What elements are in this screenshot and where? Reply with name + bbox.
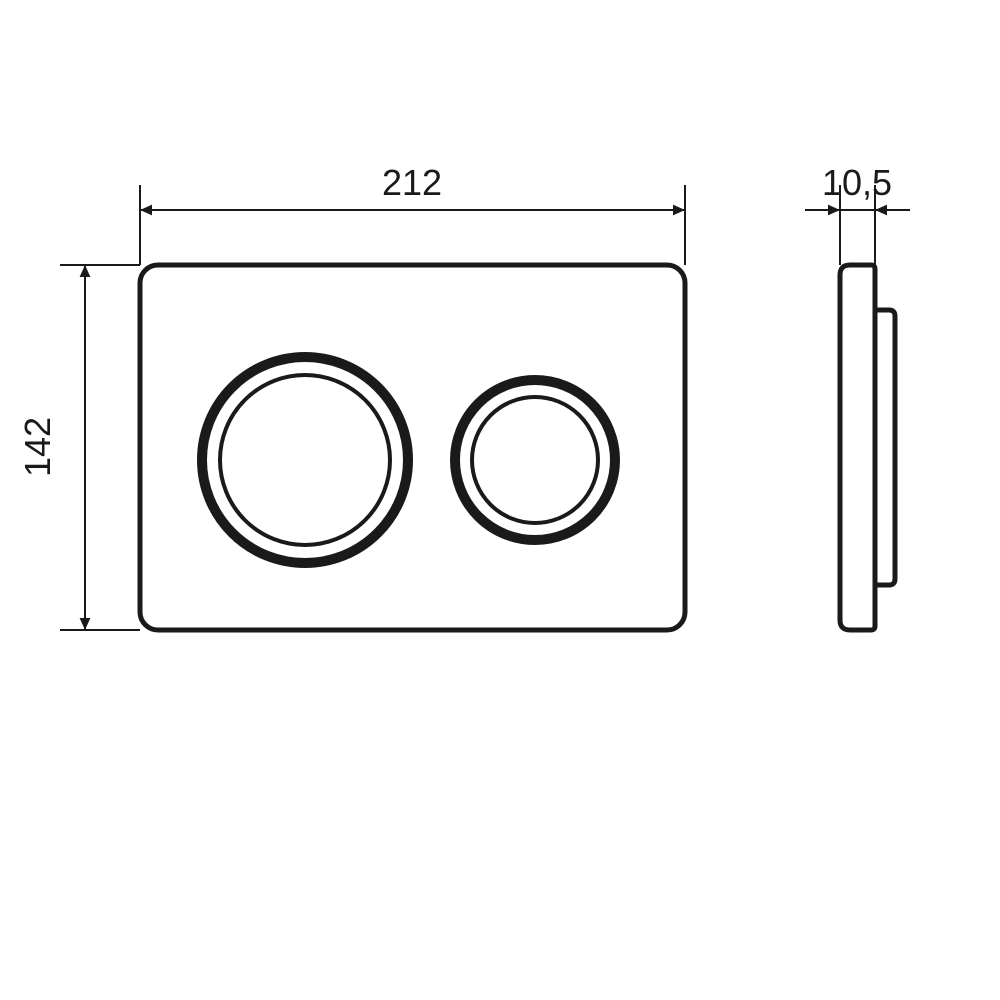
dim-depth-label: 10,5 [822, 162, 892, 203]
side-front-face [840, 265, 875, 630]
arrowhead [140, 205, 152, 216]
button-large-inner-ring [220, 375, 390, 545]
arrowhead [875, 205, 887, 216]
arrowhead [828, 205, 840, 216]
arrowhead [673, 205, 685, 216]
arrowhead [80, 265, 91, 277]
arrowhead [80, 618, 91, 630]
button-small-outer-ring [455, 380, 615, 540]
button-small-inner-ring [472, 397, 598, 523]
dim-width-label: 212 [382, 162, 442, 203]
side-rear-protrusion [875, 310, 895, 585]
button-large-outer-ring [202, 357, 408, 563]
dim-height-label: 142 [17, 417, 58, 477]
